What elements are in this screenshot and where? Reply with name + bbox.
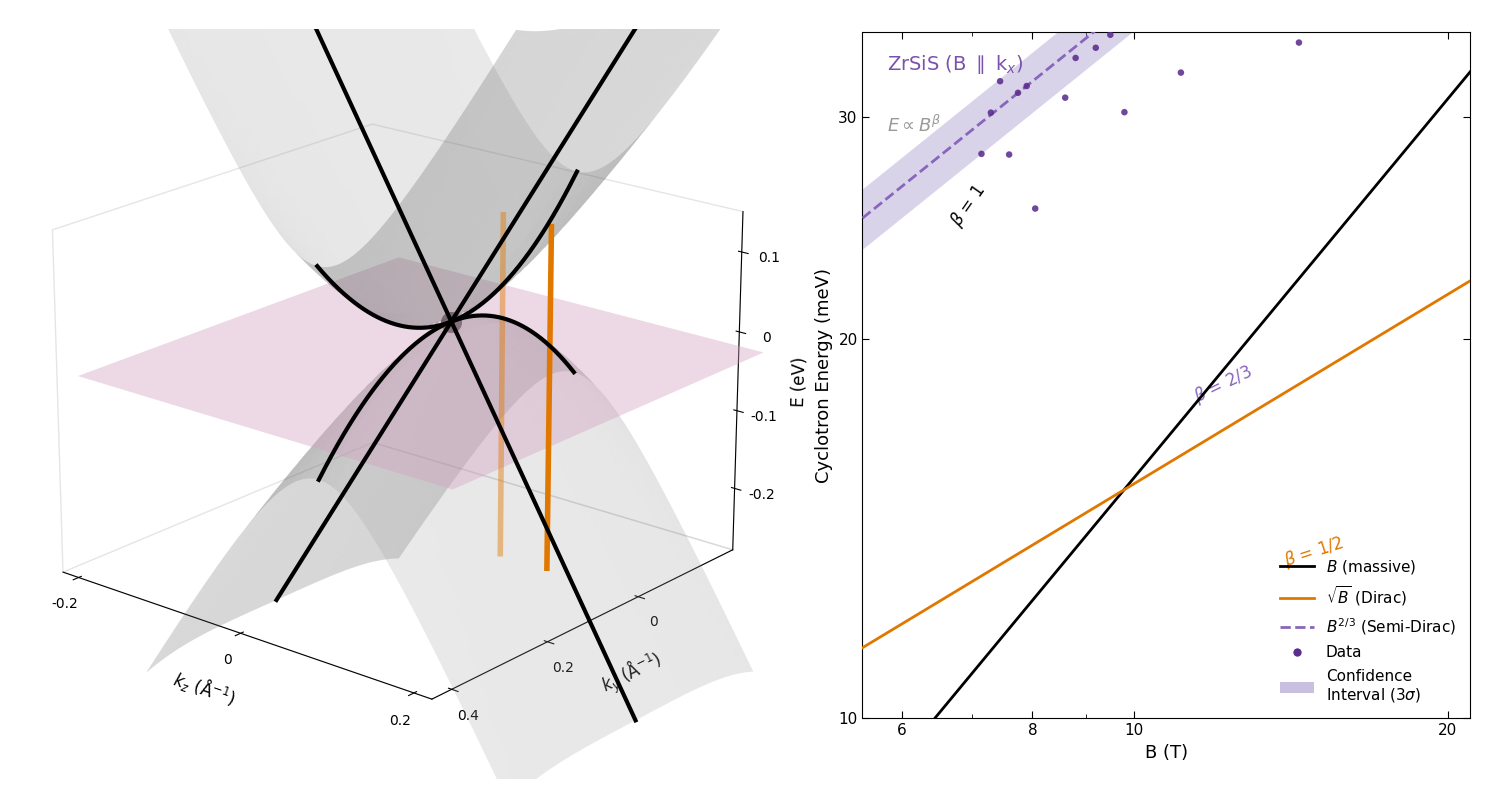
- Legend: $B$ (massive), $\sqrt{B}$ (Dirac), $B^{2/3}$ (Semi-Dirac), Data, Confidence
Inte: $B$ (massive), $\sqrt{B}$ (Dirac), $B^{2…: [1274, 551, 1462, 711]
- Y-axis label: $k_y$ (Å$^{-1}$): $k_y$ (Å$^{-1}$): [596, 646, 668, 700]
- Point: [1007, 86, 1031, 99]
- Point: [1042, 19, 1066, 32]
- X-axis label: $k_z$ (Å$^{-1}$): $k_z$ (Å$^{-1}$): [170, 666, 238, 710]
- Text: ZrSiS (B $\parallel$ k$_x$): ZrSiS (B $\parallel$ k$_x$): [886, 53, 1023, 76]
- Y-axis label: Cyclotron Energy (meV): Cyclotron Energy (meV): [815, 268, 833, 483]
- Point: [980, 107, 1004, 119]
- Point: [960, 23, 984, 36]
- Point: [988, 75, 1012, 88]
- Point: [1287, 36, 1311, 49]
- Point: [998, 148, 1022, 161]
- Point: [1257, 0, 1281, 2]
- Point: [1023, 202, 1047, 215]
- Text: $E \propto B^{\beta}$: $E \propto B^{\beta}$: [886, 115, 942, 136]
- Point: [1064, 52, 1088, 65]
- Point: [1113, 106, 1137, 119]
- Point: [1014, 80, 1038, 93]
- Point: [969, 148, 993, 161]
- Point: [1098, 28, 1122, 41]
- Point: [1032, 2, 1056, 15]
- Point: [1053, 91, 1077, 104]
- Text: $\beta$ = 2/3: $\beta$ = 2/3: [1190, 361, 1256, 408]
- Text: $\beta$ = 1: $\beta$ = 1: [945, 181, 990, 231]
- Point: [1074, 0, 1098, 13]
- Point: [1084, 41, 1108, 54]
- Point: [1168, 66, 1192, 79]
- X-axis label: B (T): B (T): [1144, 743, 1188, 762]
- Text: $\beta$ = 1/2: $\beta$ = 1/2: [1281, 532, 1347, 572]
